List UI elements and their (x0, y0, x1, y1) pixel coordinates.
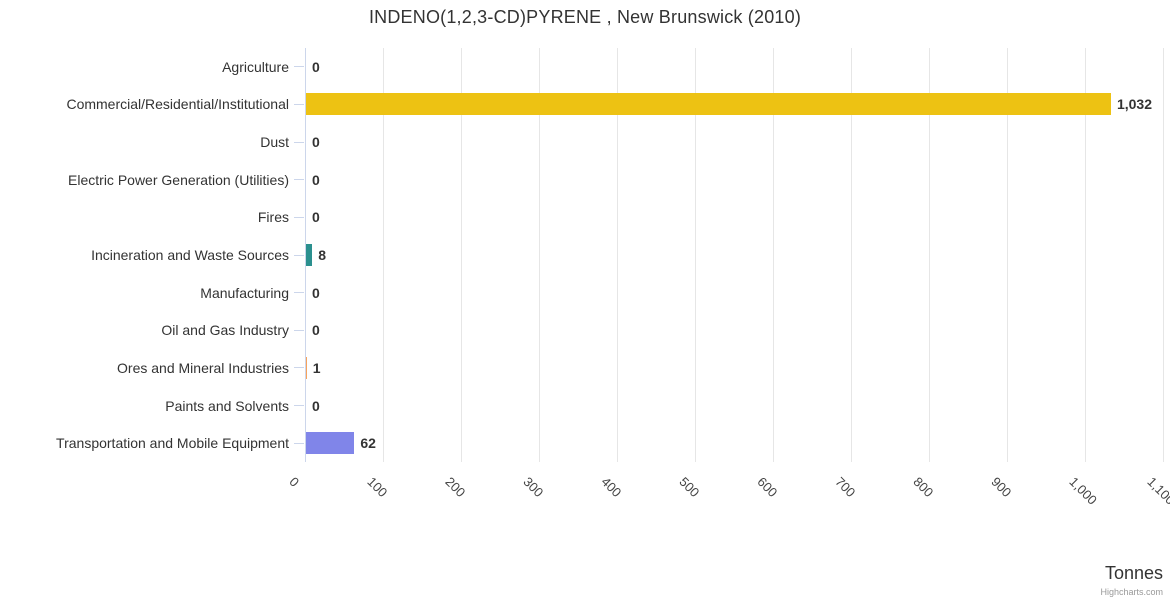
category-tick-mark (294, 292, 304, 294)
bar[interactable] (306, 93, 1111, 116)
category-tick-mark (294, 254, 304, 256)
x-axis-tick-label: 500 (676, 474, 703, 500)
bar[interactable] (306, 432, 355, 455)
chart-title: INDENO(1,2,3-CD)PYRENE , New Brunswick (… (368, 7, 802, 27)
category-label: Dust (260, 134, 289, 151)
gridline (539, 48, 540, 462)
bar-value-label: 0 (312, 284, 320, 301)
bar[interactable] (306, 356, 307, 379)
gridline (1163, 48, 1164, 462)
x-axis-tick-label: 800 (910, 474, 937, 500)
x-axis-tick-label: 300 (520, 474, 547, 500)
x-axis-tick-label: 1,000 (1066, 474, 1101, 508)
bar-value-label: 0 (312, 397, 320, 414)
bar-value-label: 0 (312, 171, 320, 188)
category-label: Electric Power Generation (Utilities) (68, 171, 289, 188)
category-label: Paints and Solvents (165, 397, 289, 414)
category-tick-mark (294, 103, 304, 105)
category-tick-mark (294, 367, 304, 369)
category-label: Commercial/Residential/Institutional (66, 96, 289, 113)
x-axis-tick-label: 600 (754, 474, 781, 500)
bar-value-label: 0 (312, 322, 320, 339)
bar-value-label: 62 (360, 435, 376, 452)
category-tick-mark (294, 216, 304, 218)
gridline (851, 48, 852, 462)
category-tick-mark (294, 66, 304, 68)
gridline (1007, 48, 1008, 462)
x-axis-tick-label: 0 (286, 474, 303, 490)
category-tick-mark (294, 141, 304, 143)
bar-value-label: 1,032 (1116, 96, 1152, 113)
x-axis-tick-label: 400 (598, 474, 625, 500)
category-tick-mark (294, 179, 304, 181)
category-label: Manufacturing (200, 284, 289, 301)
x-axis-tick-label: 1,100 (1144, 474, 1170, 508)
category-label: Agriculture (222, 58, 289, 75)
x-axis-tick-label: 100 (364, 474, 391, 500)
gridline (617, 48, 618, 462)
gridline (929, 48, 930, 462)
category-tick-mark (294, 405, 304, 407)
bar-value-label: 1 (312, 359, 321, 376)
category-label: Fires (257, 209, 289, 226)
x-axis-tick-label: 900 (988, 474, 1015, 500)
bar-value-label: 0 (312, 134, 320, 151)
x-axis-tick-label: 700 (832, 474, 859, 500)
x-axis-title: Tonnes (1104, 563, 1163, 583)
x-axis-line (305, 48, 306, 462)
bar-value-label: 0 (312, 58, 320, 75)
category-label: Oil and Gas Industry (161, 322, 289, 339)
highcharts-credit-link[interactable]: Highcharts.com (1100, 587, 1163, 597)
bar[interactable] (306, 244, 313, 266)
x-axis-tick-label: 200 (442, 474, 469, 500)
category-tick-mark (294, 442, 304, 444)
bar-value-label: 0 (312, 209, 320, 226)
gridline (695, 48, 696, 462)
category-label: Incineration and Waste Sources (91, 247, 289, 263)
category-label: Ores and Mineral Industries (117, 359, 289, 376)
gridline (773, 48, 774, 462)
gridline (1085, 48, 1086, 462)
category-label: Transportation and Mobile Equipment (56, 435, 289, 452)
gridline (383, 48, 384, 462)
bar-value-label: 8 (318, 247, 327, 263)
category-tick-mark (294, 329, 304, 331)
gridline (461, 48, 462, 462)
